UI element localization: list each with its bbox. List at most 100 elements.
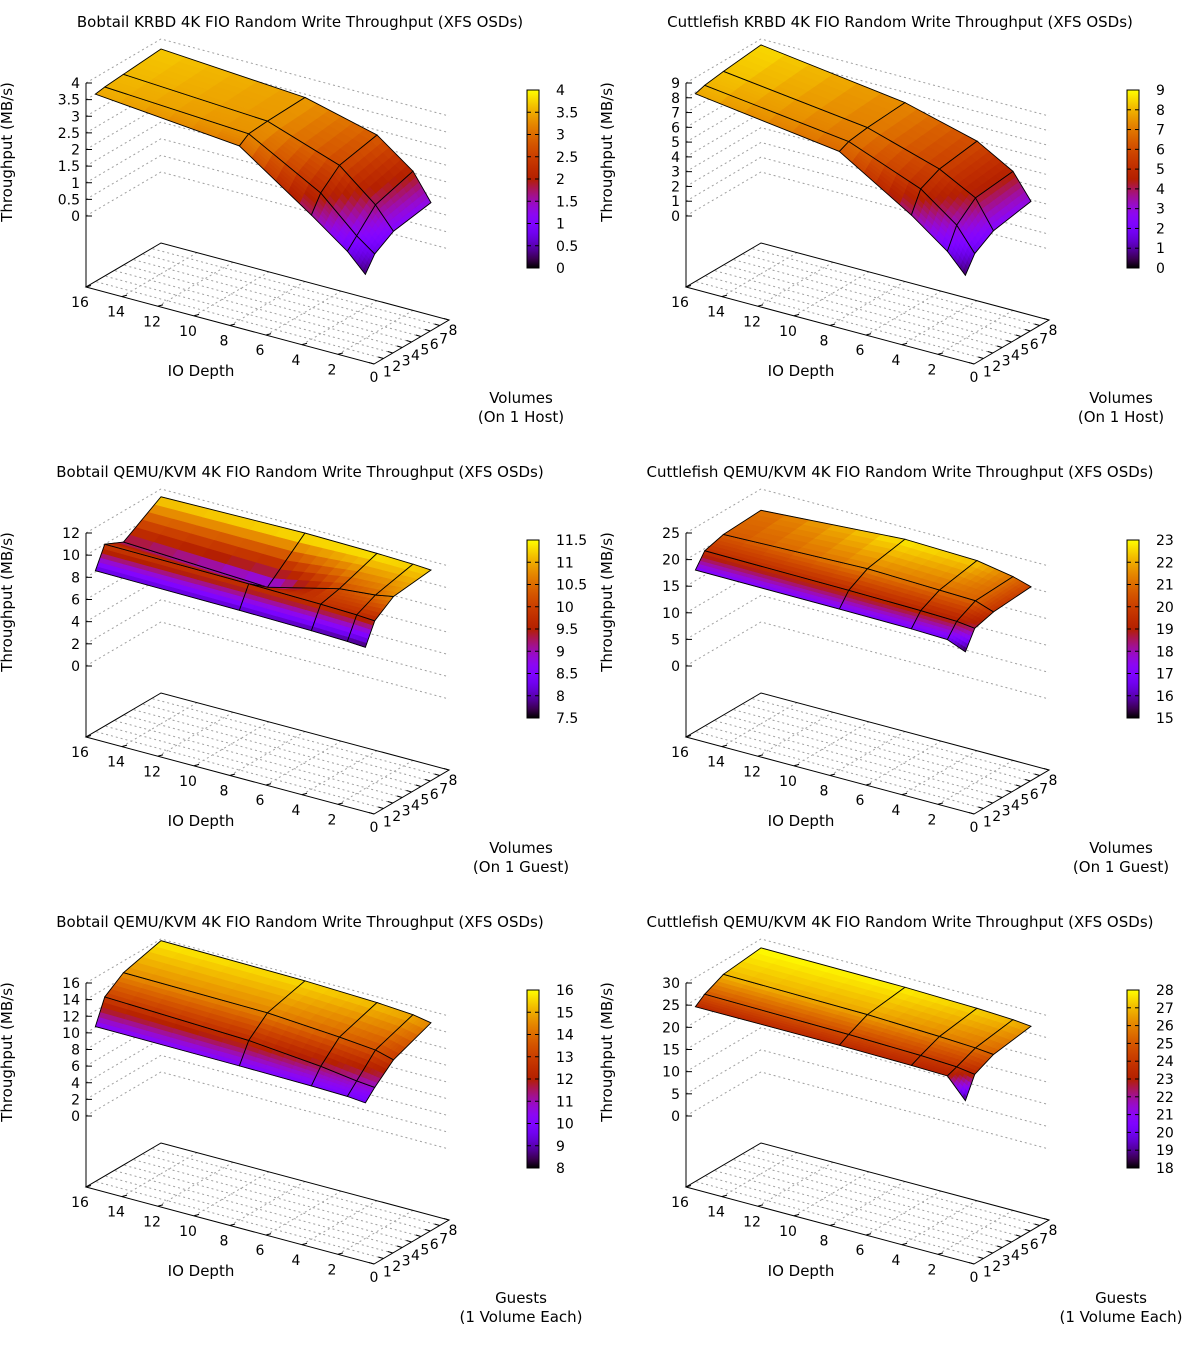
x-tick-label: 3 <box>1002 1254 1011 1270</box>
colorbar-tick-label: 2.5 <box>556 150 578 166</box>
y-tick-label: 16 <box>671 1195 689 1211</box>
x-tick <box>1043 318 1050 321</box>
y-tick <box>829 773 836 776</box>
x-tick <box>1043 1218 1050 1221</box>
x-tick <box>415 784 422 787</box>
floor-gridline <box>113 1170 403 1248</box>
z-tick-label: 30 <box>662 976 680 992</box>
y-axis-label: IO Depth <box>168 1262 235 1280</box>
x-axis-label: (On 1 Guest) <box>473 858 569 876</box>
z-tick-label: 8 <box>71 570 80 586</box>
y-tick <box>757 754 764 757</box>
y-tick-label: 10 <box>779 1224 797 1240</box>
floor-gridline <box>713 1170 1003 1248</box>
x-tick <box>1043 768 1050 771</box>
y-tick-label: 6 <box>256 1243 265 1259</box>
floor-gridline <box>123 264 412 343</box>
x-tick-label: 7 <box>1039 332 1048 348</box>
z-tick-label: 12 <box>62 1009 80 1025</box>
y-tick-label: 8 <box>820 1234 829 1250</box>
colorbar-tick-label: 15 <box>556 1005 574 1021</box>
y-tick-label: 16 <box>71 1195 89 1211</box>
x-tick-label: 8 <box>449 323 458 339</box>
x-axis-label: (On 1 Host) <box>478 408 564 426</box>
x-tick <box>396 345 403 348</box>
y-tick-label: 8 <box>820 784 829 800</box>
surface <box>94 48 432 276</box>
x-tick <box>996 1245 1003 1248</box>
y-tick <box>193 763 200 767</box>
colorbar-tick-label: 3 <box>556 128 565 144</box>
colorbar-tick-label: 7 <box>1156 123 1165 139</box>
y-tick-label: 10 <box>179 1224 197 1240</box>
floor-gridline <box>132 709 422 787</box>
surface-mesh-cell <box>974 170 1032 232</box>
surface-chart-1: Bobtail KRBD 4K FIO Random Write Through… <box>0 0 600 450</box>
y-tick-label: 2 <box>928 812 937 828</box>
x-tick <box>1025 329 1031 332</box>
z-tick-label: 8 <box>671 91 680 107</box>
surface <box>694 44 1032 277</box>
z-axis-label: Throughput (MB/s) <box>600 82 616 223</box>
x-tick <box>378 356 384 359</box>
y-tick-label: 4 <box>892 803 901 819</box>
colorbar-tick-label: 11 <box>556 1094 574 1110</box>
y-tick-label: 2 <box>928 362 937 378</box>
z-tick-label: 6 <box>71 1059 80 1075</box>
x-tick-label: 7 <box>439 1232 448 1248</box>
z-gridline <box>85 621 450 700</box>
x-tick-label: 8 <box>1049 323 1058 339</box>
y-tick-label: 4 <box>892 1253 901 1269</box>
x-tick-label: 3 <box>402 1254 411 1270</box>
x-tick <box>434 1223 440 1226</box>
x-tick <box>1034 773 1040 776</box>
z-tick-label: 3.5 <box>58 93 80 109</box>
x-tick <box>406 1240 412 1243</box>
z-axis-label: Throughput (MB/s) <box>0 532 16 673</box>
z-gridline <box>685 1071 1050 1150</box>
colorbar-tick-label: 9 <box>556 644 565 660</box>
x-tick-label: 7 <box>439 332 448 348</box>
x-tick-label: 6 <box>430 1237 439 1253</box>
floor-gridline <box>113 270 403 348</box>
x-tick-label: 1 <box>983 815 992 831</box>
x-tick-label: 3 <box>1002 804 1011 820</box>
x-tick <box>996 345 1003 348</box>
y-tick-label: 16 <box>671 745 689 761</box>
colorbar-tick-label: 27 <box>1156 1001 1174 1017</box>
surface-chart-5: Bobtail QEMU/KVM 4K FIO Random Write Thr… <box>0 900 600 1350</box>
x-tick <box>1015 334 1022 337</box>
y-tick-label: 4 <box>292 353 301 369</box>
x-tick-label: 6 <box>1030 337 1039 353</box>
y-tick <box>721 744 728 748</box>
x-tick <box>987 801 993 804</box>
y-tick-label: 2 <box>328 812 337 828</box>
x-axis-label: Volumes <box>489 839 553 857</box>
surface <box>694 947 1032 1102</box>
z-tick-label: 5 <box>671 135 680 151</box>
x-tick <box>987 351 993 354</box>
x-tick-label: 0 <box>970 370 979 386</box>
colorbar-tick-label: 16 <box>1156 689 1174 705</box>
x-tick <box>443 318 450 321</box>
y-tick <box>193 313 200 317</box>
colorbar-tick-label: 22 <box>1156 555 1174 571</box>
z-tick-label: 0 <box>71 209 80 225</box>
z-tick-label: 10 <box>662 606 680 622</box>
y-tick-label: 8 <box>220 1234 229 1250</box>
z-gridline <box>85 38 450 117</box>
colorbar-tick-label: 14 <box>556 1028 574 1044</box>
surface <box>94 496 432 648</box>
x-tick-label: 4 <box>411 798 420 814</box>
chart-title: Cuttlefish QEMU/KVM 4K FIO Random Write … <box>647 463 1154 481</box>
chart-title: Cuttlefish KRBD 4K FIO Random Write Thro… <box>667 13 1133 31</box>
colorbar-tick-label: 8 <box>1156 103 1165 119</box>
x-tick <box>1025 1229 1031 1232</box>
colorbar-tick-label: 8 <box>556 1161 565 1177</box>
z-tick-label: 2 <box>71 637 80 653</box>
floor-gridline <box>113 720 403 798</box>
x-tick <box>368 362 375 365</box>
colorbar-tick-label: 22 <box>1156 1090 1174 1106</box>
x-tick-label: 3 <box>402 354 411 370</box>
z-gridline <box>85 938 450 1017</box>
